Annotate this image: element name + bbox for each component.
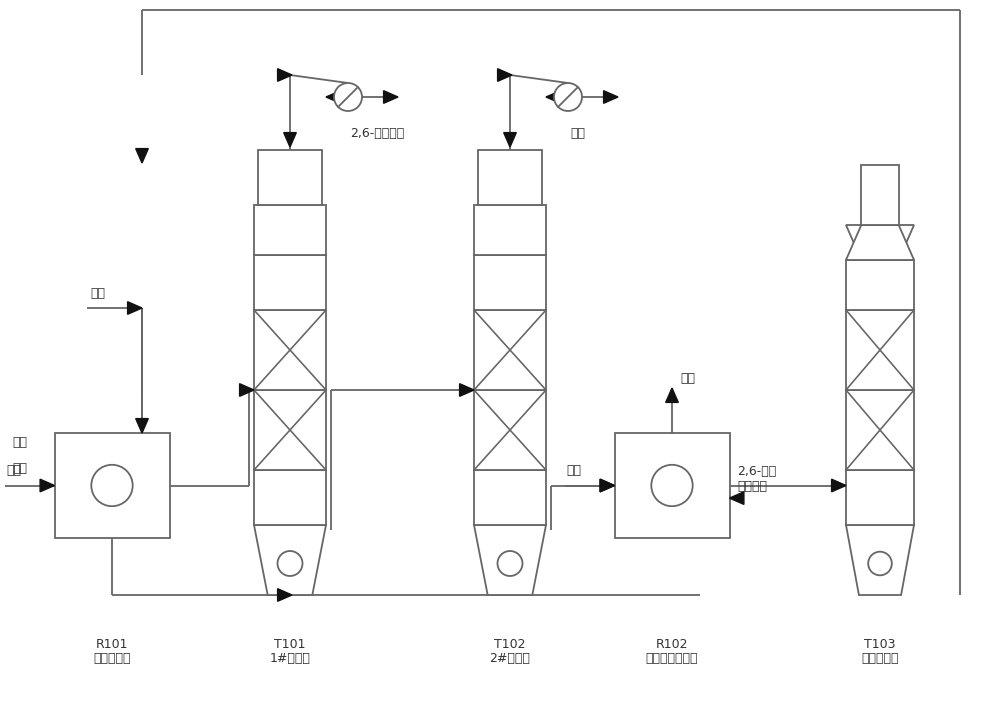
Text: T101: T101 [274, 638, 306, 651]
Text: 尾气: 尾气 [12, 437, 27, 449]
Text: T103: T103 [864, 638, 896, 651]
Bar [254, 205, 326, 255]
Polygon shape [40, 479, 54, 492]
Text: 原料: 原料 [570, 127, 585, 140]
Text: 2#精馏塔: 2#精馏塔 [490, 652, 530, 665]
Polygon shape [136, 418, 148, 433]
Text: 氯化反应器: 氯化反应器 [93, 652, 131, 665]
Polygon shape [326, 91, 340, 103]
Text: 2,6-二氯甲苯: 2,6-二氯甲苯 [350, 127, 404, 140]
Polygon shape [384, 91, 398, 103]
Text: 尾气处理塔: 尾气处理塔 [861, 652, 899, 665]
Bar [254, 310, 326, 390]
Circle shape [554, 83, 582, 111]
Bar [846, 390, 914, 470]
Bar [254, 470, 326, 525]
Circle shape [334, 83, 362, 111]
Bar [54, 433, 170, 538]
Bar [254, 255, 326, 310]
Text: 氯气: 氯气 [566, 465, 582, 477]
Polygon shape [504, 133, 516, 147]
Text: 尾气: 尾气 [680, 372, 695, 385]
Polygon shape [604, 91, 618, 103]
Bar [474, 255, 546, 310]
Text: 尾气: 尾气 [12, 461, 27, 475]
Polygon shape [128, 302, 142, 314]
Text: 氯气: 氯气 [7, 465, 22, 477]
Bar [474, 205, 546, 255]
Polygon shape [846, 225, 914, 260]
Polygon shape [600, 479, 614, 492]
Polygon shape [846, 525, 914, 595]
Bar [478, 150, 542, 205]
Bar [846, 310, 914, 390]
Polygon shape [666, 388, 678, 402]
Text: 深度氯化反应器: 深度氯化反应器 [646, 652, 698, 665]
Text: T102: T102 [494, 638, 526, 651]
Polygon shape [278, 588, 292, 601]
Text: R102: R102 [656, 638, 688, 651]
Circle shape [868, 552, 892, 575]
Text: 1#精馏塔: 1#精馏塔 [270, 652, 310, 665]
Polygon shape [546, 91, 560, 103]
Bar [474, 390, 546, 470]
Polygon shape [846, 225, 914, 260]
Bar [254, 390, 326, 470]
Bar [846, 260, 914, 310]
Bar [474, 310, 546, 390]
Bar [614, 433, 730, 538]
Text: R101: R101 [96, 638, 128, 651]
Circle shape [651, 465, 693, 506]
Bar [474, 470, 546, 525]
Circle shape [498, 551, 522, 576]
Polygon shape [254, 525, 326, 595]
Bar [861, 165, 899, 225]
Circle shape [91, 465, 133, 506]
Bar [846, 470, 914, 525]
Text: 2,6-二氯
苯叉二氯: 2,6-二氯 苯叉二氯 [738, 465, 777, 493]
Polygon shape [136, 148, 148, 163]
Text: 原料: 原料 [90, 287, 105, 300]
Circle shape [278, 551, 302, 576]
Polygon shape [498, 69, 512, 82]
Polygon shape [278, 69, 292, 82]
Polygon shape [474, 525, 546, 595]
Polygon shape [460, 384, 474, 396]
Polygon shape [284, 133, 296, 147]
Polygon shape [832, 479, 846, 492]
Polygon shape [600, 479, 614, 492]
Polygon shape [730, 492, 744, 504]
Polygon shape [240, 384, 254, 396]
Bar [258, 150, 322, 205]
